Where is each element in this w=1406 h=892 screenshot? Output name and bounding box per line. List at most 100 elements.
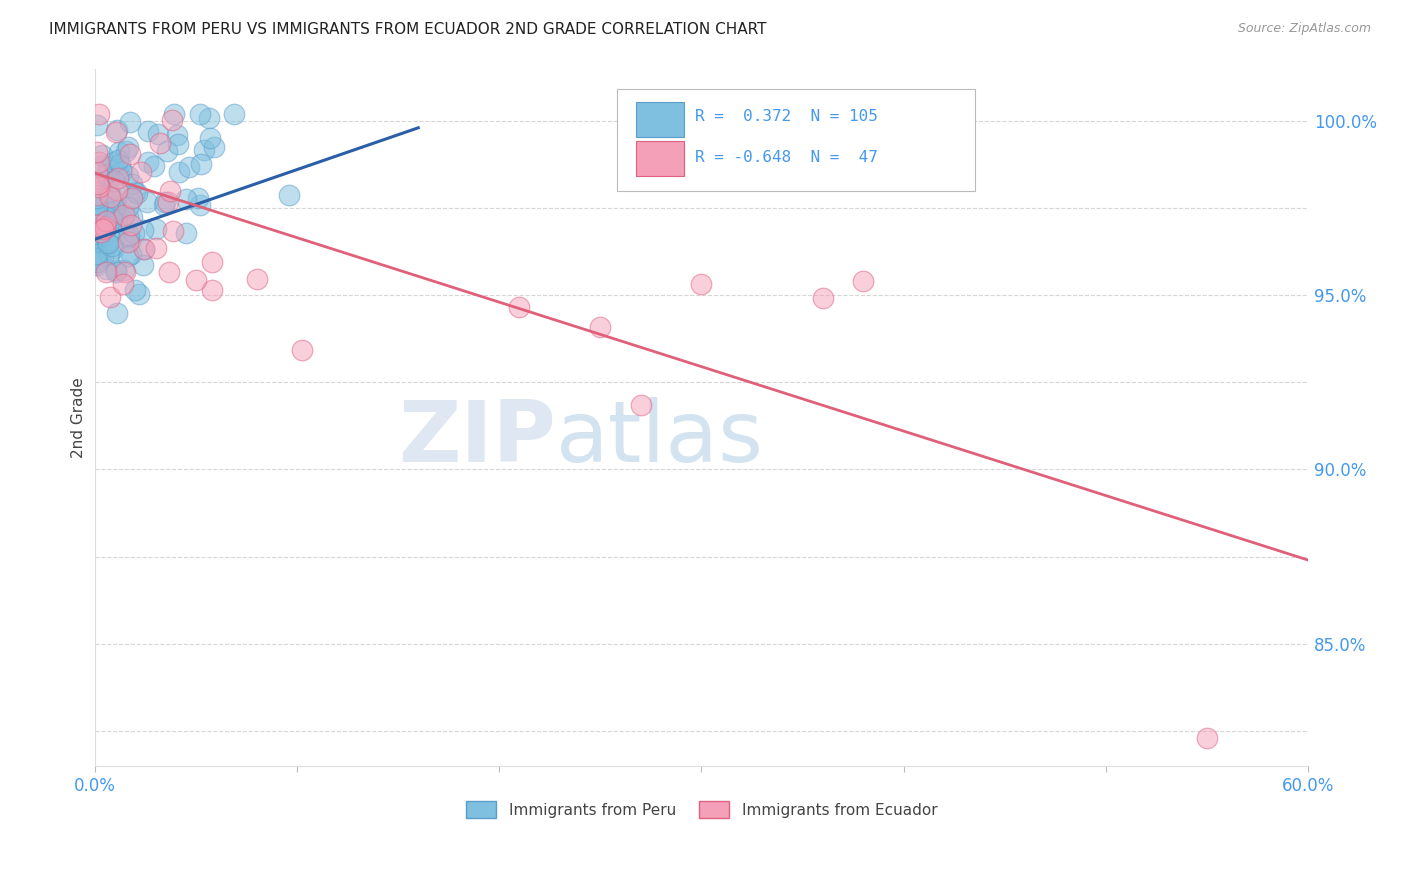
Point bbox=[157, 265, 180, 279]
Point bbox=[176, 192, 198, 206]
Point bbox=[96, 208, 118, 222]
Point bbox=[97, 186, 120, 200]
Point bbox=[87, 219, 110, 234]
Point bbox=[108, 145, 131, 160]
Point bbox=[121, 191, 143, 205]
Point bbox=[96, 218, 118, 232]
Point bbox=[190, 157, 212, 171]
Point bbox=[134, 242, 156, 256]
Point bbox=[97, 238, 120, 252]
Point bbox=[98, 290, 121, 304]
Point bbox=[104, 125, 127, 139]
Point bbox=[117, 235, 139, 250]
Point bbox=[167, 165, 190, 179]
Point bbox=[87, 180, 110, 194]
Point bbox=[86, 247, 108, 261]
Point bbox=[100, 224, 122, 238]
Point bbox=[101, 239, 124, 253]
Point bbox=[201, 283, 224, 297]
Point bbox=[153, 198, 176, 212]
Text: ZIP: ZIP bbox=[398, 397, 555, 480]
Text: R = -0.648  N =  47: R = -0.648 N = 47 bbox=[696, 150, 879, 165]
Point bbox=[156, 144, 179, 158]
Point bbox=[89, 252, 111, 266]
Point bbox=[852, 274, 875, 288]
Point bbox=[1197, 731, 1219, 745]
Point bbox=[174, 226, 197, 240]
Point bbox=[105, 264, 128, 278]
Text: Source: ZipAtlas.com: Source: ZipAtlas.com bbox=[1237, 22, 1371, 36]
Point bbox=[690, 277, 713, 292]
Point bbox=[120, 234, 142, 248]
Point bbox=[110, 211, 132, 226]
Point bbox=[110, 163, 132, 178]
Point bbox=[120, 146, 142, 161]
Point bbox=[105, 306, 128, 320]
Point bbox=[86, 218, 108, 232]
Point bbox=[118, 115, 141, 129]
Point bbox=[97, 219, 120, 234]
Text: R =  0.372  N = 105: R = 0.372 N = 105 bbox=[696, 109, 879, 124]
Point bbox=[277, 187, 299, 202]
Point bbox=[162, 224, 184, 238]
Point bbox=[87, 107, 110, 121]
Point bbox=[90, 231, 112, 245]
Point bbox=[96, 262, 118, 277]
Point bbox=[97, 246, 120, 260]
Point bbox=[145, 242, 167, 256]
Point bbox=[142, 159, 165, 173]
Text: IMMIGRANTS FROM PERU VS IMMIGRANTS FROM ECUADOR 2ND GRADE CORRELATION CHART: IMMIGRANTS FROM PERU VS IMMIGRANTS FROM … bbox=[49, 22, 766, 37]
Point bbox=[589, 320, 612, 334]
Legend: Immigrants from Peru, Immigrants from Ecuador: Immigrants from Peru, Immigrants from Ec… bbox=[460, 795, 943, 824]
Point bbox=[136, 195, 159, 210]
Point bbox=[246, 272, 269, 286]
Point bbox=[167, 136, 190, 151]
Point bbox=[110, 156, 132, 170]
Point bbox=[121, 177, 143, 191]
Point bbox=[198, 130, 221, 145]
Point bbox=[94, 221, 117, 235]
Point bbox=[96, 235, 118, 249]
Point bbox=[202, 140, 225, 154]
Point bbox=[86, 258, 108, 272]
Point bbox=[129, 165, 152, 179]
Point bbox=[91, 222, 114, 236]
Point bbox=[187, 191, 209, 205]
Point bbox=[86, 118, 108, 132]
Point bbox=[188, 198, 211, 212]
Point bbox=[811, 292, 834, 306]
Point bbox=[136, 124, 159, 138]
Point bbox=[90, 159, 112, 173]
Point bbox=[86, 231, 108, 245]
Point bbox=[97, 235, 120, 250]
Point bbox=[117, 169, 139, 183]
Point bbox=[188, 107, 211, 121]
Point bbox=[87, 178, 110, 192]
Point bbox=[87, 154, 110, 169]
Point bbox=[155, 194, 177, 209]
Point bbox=[105, 123, 128, 137]
Point bbox=[186, 272, 208, 286]
Point bbox=[112, 263, 135, 277]
Point bbox=[94, 167, 117, 181]
Point bbox=[96, 214, 118, 228]
Text: atlas: atlas bbox=[555, 397, 763, 480]
Point bbox=[127, 186, 149, 200]
Point bbox=[98, 161, 121, 175]
Point bbox=[86, 191, 108, 205]
Point bbox=[90, 225, 112, 239]
Point bbox=[111, 209, 134, 223]
Point bbox=[193, 143, 215, 157]
Point bbox=[86, 201, 108, 215]
Point bbox=[86, 196, 108, 211]
Point bbox=[146, 128, 169, 142]
Point bbox=[103, 154, 125, 169]
Point bbox=[94, 265, 117, 279]
Point bbox=[104, 192, 127, 206]
Point bbox=[91, 249, 114, 263]
Point bbox=[117, 210, 139, 224]
Point bbox=[132, 242, 155, 256]
Point bbox=[86, 202, 108, 217]
Point bbox=[201, 255, 224, 269]
Point bbox=[94, 219, 117, 234]
